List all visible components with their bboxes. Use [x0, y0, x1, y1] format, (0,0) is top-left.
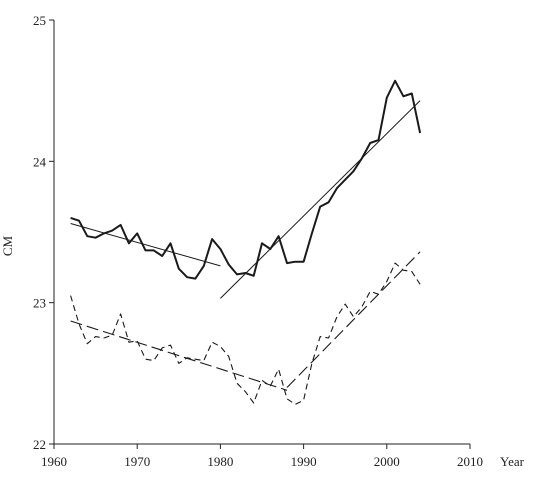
y-tick-label: 24 [33, 154, 47, 169]
y-tick-label: 22 [33, 437, 46, 452]
trend-line [220, 100, 421, 299]
trend-line [286, 251, 421, 388]
trend-lines [70, 100, 421, 391]
x-tick-label: 1980 [207, 454, 233, 469]
series-line [70, 79, 422, 280]
x-axis-label: Year [500, 454, 525, 469]
series-line [70, 262, 421, 405]
series-lines [70, 79, 422, 405]
axes [53, 20, 470, 445]
trend-line [70, 320, 288, 391]
x-tick-label: 1960 [41, 454, 67, 469]
x-tick-label: 2010 [457, 454, 483, 469]
x-tick-label: 2000 [374, 454, 400, 469]
y-ticks: 22 23 24 25 [33, 13, 54, 452]
x-ticks: 1960 1970 1980 1990 2000 2010 [41, 444, 483, 469]
y-axis-label: CM [0, 235, 15, 256]
y-tick-label: 25 [33, 13, 46, 28]
y-tick-label: 23 [33, 296, 46, 311]
trend-line [70, 223, 221, 267]
x-tick-label: 1990 [291, 454, 317, 469]
x-tick-label: 1970 [124, 454, 150, 469]
